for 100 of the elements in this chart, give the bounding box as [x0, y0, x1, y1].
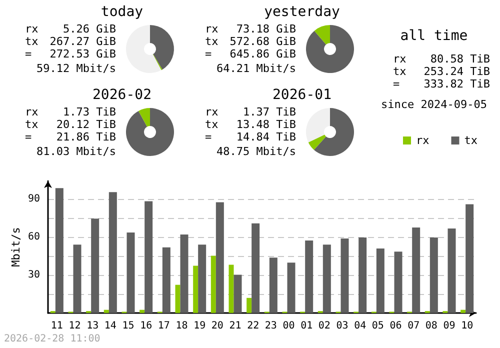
bar	[234, 274, 242, 313]
text: =	[25, 130, 32, 144]
text: 572.68 GiB	[230, 35, 296, 48]
chart-title: 2026-01	[272, 87, 332, 103]
text: rx	[205, 106, 219, 118]
text: since 2024-09-05	[381, 98, 487, 111]
text: 13.48 TiB	[236, 118, 296, 131]
bar	[412, 227, 420, 313]
x-tick-label: 10	[461, 320, 474, 332]
x-tick-label: 13	[86, 320, 99, 332]
text: 2026-02-28 11:00	[4, 334, 100, 344]
bar	[180, 234, 188, 313]
text: 14.84 TiB	[236, 130, 296, 144]
bar	[216, 202, 224, 313]
text: tx	[25, 35, 39, 48]
legend-label: rx	[416, 134, 430, 147]
bar	[448, 228, 456, 313]
text: 267.27 GiB	[50, 35, 116, 48]
bar	[193, 266, 198, 313]
text: rx	[25, 22, 39, 36]
text: all time	[400, 28, 468, 44]
x-tick-label: 02	[318, 320, 330, 332]
bar	[140, 310, 145, 313]
bar	[210, 256, 216, 313]
bar	[340, 238, 349, 313]
bar	[228, 264, 234, 313]
text: =	[205, 130, 212, 144]
bar	[73, 244, 82, 313]
x-tick-label: 08	[425, 320, 438, 332]
text: =	[393, 78, 400, 90]
text: rx	[25, 106, 39, 118]
bar	[55, 188, 64, 313]
bar	[108, 192, 117, 313]
bar	[91, 218, 100, 313]
x-tick-label: 09	[443, 320, 456, 332]
text: 64.21 Mbit/s	[216, 62, 296, 75]
text: tx	[25, 118, 39, 131]
text: 1.37 TiB	[243, 106, 296, 118]
bar	[430, 237, 438, 313]
bar	[144, 201, 153, 313]
chart-title: today	[100, 4, 144, 20]
bar	[305, 240, 314, 313]
text: 59.12 Mbit/s	[36, 62, 116, 75]
x-tick-label: 19	[194, 320, 206, 332]
text: rx	[205, 22, 219, 36]
x-tick-label: 14	[104, 320, 116, 332]
chart-title: 2026-02	[92, 87, 152, 103]
x-tick-label: 15	[122, 320, 134, 332]
text: tx	[205, 35, 219, 48]
legend-label: tx	[464, 134, 478, 147]
x-tick-label: 04	[354, 320, 366, 332]
x-tick-label: 11	[50, 320, 63, 332]
bar	[358, 237, 367, 313]
text: 48.75 Mbit/s	[216, 145, 296, 158]
x-tick-label: 06	[390, 320, 402, 332]
x-tick-label: 21	[229, 320, 242, 332]
x-tick-label: 17	[158, 320, 170, 332]
bar	[460, 310, 466, 313]
bar	[376, 248, 384, 313]
bar	[322, 244, 331, 313]
x-tick-label: 01	[300, 320, 313, 332]
text: 80.58 TiB	[430, 52, 490, 66]
text: rx	[393, 52, 407, 66]
x-tick-label: 18	[176, 320, 188, 332]
text: 645.86 GiB	[230, 48, 296, 60]
text: 81.03 Mbit/s	[36, 145, 116, 158]
text: 21.86 TiB	[56, 130, 116, 144]
bar	[198, 244, 206, 313]
x-tick-label: 00	[282, 320, 295, 332]
x-tick-label: 03	[336, 320, 348, 332]
text: 333.82 TiB	[424, 78, 490, 90]
y-tick-label: 90	[28, 193, 40, 204]
y-tick-label: 60	[28, 231, 40, 242]
text: 1.73 TiB	[63, 106, 116, 118]
text: 20.12 TiB	[56, 118, 116, 131]
x-tick-label: 22	[247, 320, 260, 332]
x-tick-label: 05	[372, 320, 384, 332]
bar	[252, 223, 260, 313]
x-tick-label: 16	[140, 320, 152, 332]
x-tick-label: 23	[264, 320, 277, 332]
bar	[246, 298, 252, 313]
text: 272.53 GiB	[50, 48, 116, 60]
bar	[269, 258, 278, 313]
bar	[162, 247, 170, 313]
text: 253.24 TiB	[424, 65, 490, 78]
bar	[287, 262, 296, 313]
text: 73.18 GiB	[236, 22, 296, 36]
text: =	[25, 48, 32, 60]
text: tx	[393, 65, 407, 78]
chart-title: yesterday	[264, 4, 340, 20]
y-tick-label: 30	[28, 269, 40, 280]
x-tick-label: 20	[211, 320, 224, 332]
x-tick-label: 12	[68, 320, 81, 332]
text: 5.26 GiB	[63, 22, 116, 36]
bar	[175, 284, 180, 313]
x-tick-label: 07	[408, 320, 420, 332]
bar	[394, 252, 402, 313]
text: tx	[205, 118, 219, 131]
bar	[126, 232, 135, 313]
bar	[104, 310, 109, 313]
